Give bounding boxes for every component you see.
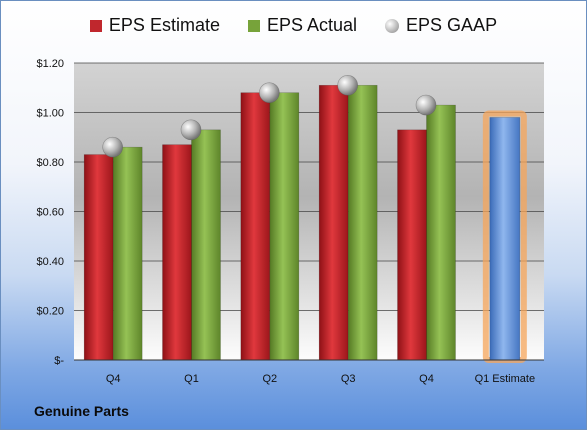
y-tick-label: $0.40 xyxy=(36,256,64,268)
x-tick-label: Q4 xyxy=(419,373,434,385)
chart-legend: EPS Estimate EPS Actual EPS GAAP xyxy=(1,15,586,36)
bar-eps-estimate xyxy=(83,154,114,361)
bar-eps-actual xyxy=(347,84,378,361)
legend-swatch-eps-actual xyxy=(247,19,260,32)
x-tick-label: Q1 Estimate xyxy=(475,373,536,385)
bar-eps-actual xyxy=(112,146,143,361)
legend-swatch-eps-estimate xyxy=(89,19,102,32)
bar-eps-actual xyxy=(426,104,456,361)
y-tick-label: $1.00 xyxy=(36,108,64,120)
y-tick-label: $0.20 xyxy=(36,306,64,318)
bar-eps-estimate-next xyxy=(489,117,521,361)
bar-eps-actual xyxy=(269,92,300,361)
y-tick-label: $0.60 xyxy=(36,207,64,219)
bar-eps-estimate xyxy=(397,129,427,361)
bar-eps-actual xyxy=(191,129,221,361)
legend-label-eps-gaap: EPS GAAP xyxy=(406,15,498,35)
bar-eps-estimate xyxy=(240,92,271,361)
legend-item-eps-estimate: EPS Estimate xyxy=(89,15,220,36)
marker-eps-gaap xyxy=(415,94,437,116)
y-tick-label: $0.80 xyxy=(36,157,64,169)
marker-eps-gaap xyxy=(259,82,280,103)
legend-swatch-eps-gaap xyxy=(385,18,400,33)
marker-eps-gaap xyxy=(180,119,202,141)
bar-eps-estimate xyxy=(318,84,349,361)
marker-eps-gaap xyxy=(337,74,358,96)
y-tick-label: $1.20 xyxy=(36,58,64,70)
legend-item-eps-gaap: EPS GAAP xyxy=(385,15,497,36)
legend-item-eps-actual: EPS Actual xyxy=(247,15,358,36)
marker-eps-gaap xyxy=(102,136,123,158)
legend-label-eps-actual: EPS Actual xyxy=(266,15,358,35)
y-tick-label: $- xyxy=(54,355,64,367)
company-name: Genuine Parts xyxy=(34,403,129,419)
x-tick-label: Q4 xyxy=(106,373,121,385)
bar-eps-estimate xyxy=(162,144,192,361)
x-tick-label: Q2 xyxy=(262,373,277,385)
legend-label-eps-estimate: EPS Estimate xyxy=(108,15,220,35)
x-tick-label: Q3 xyxy=(341,373,356,385)
x-tick-label: Q1 xyxy=(184,373,199,385)
